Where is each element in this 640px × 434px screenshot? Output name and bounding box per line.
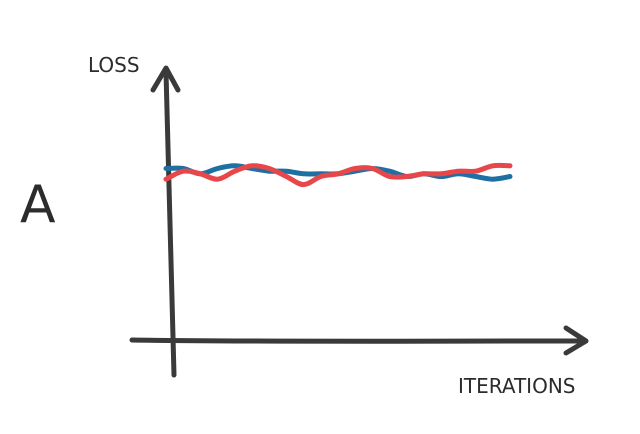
y-axis bbox=[163, 69, 177, 378]
x-axis-label: ITERATIONS bbox=[458, 374, 575, 398]
series-line-2 bbox=[163, 162, 513, 188]
panel-label: A bbox=[20, 175, 56, 235]
x-axis bbox=[129, 337, 587, 344]
y-axis-label: LOSS bbox=[88, 53, 140, 77]
x-axis-arrowhead bbox=[563, 325, 589, 356]
series-layer bbox=[163, 162, 513, 188]
y-axis-arrowhead bbox=[150, 65, 181, 93]
